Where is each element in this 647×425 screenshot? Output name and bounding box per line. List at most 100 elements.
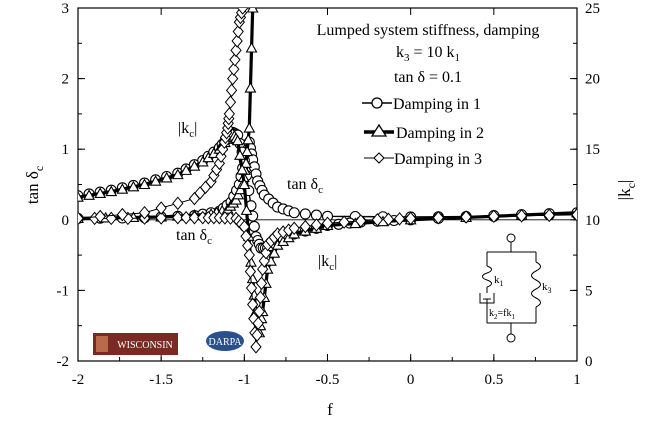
series-3-tan_delta-point [246, 297, 259, 312]
series-3-tan_delta-point [245, 281, 258, 295]
annotation-kc-upper: |kc| [178, 120, 197, 140]
legend-item-2: Damping in 2 [364, 123, 484, 142]
subtitle-tan: tan δ = 0.1 [394, 69, 462, 86]
spring-k1 [482, 265, 492, 288]
svg-text:tan δc: tan δc [23, 166, 46, 204]
svg-text:WISCONSIN: WISCONSIN [117, 340, 173, 351]
annotation-tan-lower: tan δc [176, 227, 212, 247]
series-3-tan_delta-point [571, 208, 577, 222]
series-3-tan_delta-point [543, 208, 555, 223]
series-3-tan_delta-point [310, 218, 323, 232]
series-3-kc-point [229, 52, 241, 67]
chart-title: Lumped system stiffness, damping [317, 22, 540, 39]
subtitle-k3: k3 = 10 k1 [396, 44, 460, 64]
series-3-kc-point [231, 34, 243, 48]
inset-top-node [506, 233, 516, 243]
series-3-tan_delta-point [252, 316, 264, 331]
darpa-logo: DARPA [206, 331, 244, 351]
series-3-tan_delta-point [371, 213, 384, 227]
series-3-tan_delta-point [393, 212, 406, 226]
series-3-tan_delta-point [382, 212, 395, 227]
series-3-tan_delta-point [253, 304, 265, 319]
series-2-kc-point [233, 149, 246, 160]
y-right-tick-label: 0 [585, 354, 593, 370]
legend-item-3: Damping in 3 [364, 151, 482, 168]
series-2-tan_delta-point [242, 133, 255, 145]
series-3-tan_delta-point [405, 211, 417, 226]
series-2-tan_delta-point [244, 81, 257, 93]
series-3-tan_delta-point [172, 210, 184, 225]
series-3-kc-line [78, 8, 244, 219]
series-3-tan_delta-point [488, 209, 500, 224]
series-3-tan_delta-point [243, 248, 255, 262]
y-left-tick-label: 2 [62, 72, 70, 88]
series-2-tan_delta-point [245, 41, 258, 53]
series-2-tan_delta-point [230, 193, 242, 205]
y-right-tick-label: 25 [585, 1, 600, 17]
inset-label-k1: k1 [494, 274, 504, 288]
annotation-tan-upper: tan δc [287, 176, 323, 196]
y-right-tick-label: 10 [585, 213, 600, 229]
wisconsin-logo: WISCONSIN [93, 333, 178, 355]
series-3-tan_delta-point [299, 219, 311, 234]
x-tick-label: -1 [238, 372, 251, 388]
svg-text:|kc|: |kc| [615, 180, 638, 201]
damper-k2 [479, 293, 495, 313]
series-3-kc-point [116, 207, 129, 222]
series-2-tan_delta-point [241, 145, 254, 157]
series-3-tan_delta-point [355, 214, 367, 228]
series-2-kc-point [188, 160, 201, 171]
x-tick-label: -2 [72, 372, 85, 388]
y-axis-left-label: tan δc [23, 166, 46, 204]
y-right-tick-label: 20 [585, 72, 600, 88]
series-2-kc-point [231, 134, 244, 146]
svg-text:DARPA: DARPA [209, 337, 243, 348]
legend-label-1: Damping in 1 [393, 96, 481, 113]
inset-label-k2: k2=fk1 [489, 308, 515, 321]
x-tick-label: -1.5 [149, 372, 173, 388]
series-3-kc-point [224, 95, 237, 109]
series-2-kc-point [240, 204, 253, 215]
series-2-kc-point [127, 180, 140, 192]
series-clip-group [78, 8, 577, 354]
series-3-kc-point [237, 8, 249, 15]
spring-k3 [531, 261, 541, 308]
series-3-tan_delta-point [188, 210, 201, 225]
series-3-kc-point [228, 62, 240, 76]
series-2-kc-point [268, 247, 281, 258]
series-2-kc-point [94, 187, 107, 198]
series-3-tan_delta-point [250, 340, 262, 354]
series-2-tan_delta-point [243, 121, 256, 133]
series-2-tan_delta-point [246, 8, 259, 13]
series-2-kc-point [238, 178, 251, 190]
x-axis-label: f [327, 400, 333, 419]
series-2-kc-point [160, 171, 173, 183]
series-2-tan_delta-point [234, 183, 247, 195]
y-left-tick-label: 3 [62, 1, 70, 17]
y-left-tick-label: -2 [57, 354, 70, 370]
series-2-kc-point [78, 191, 84, 202]
series-2-tan_delta-point [240, 157, 252, 168]
series-3-tan_delta-point [460, 210, 472, 224]
series-3-tan_delta-point [338, 215, 350, 229]
series-3-kc-point [155, 201, 167, 215]
series-3-tan_delta-point [155, 211, 167, 225]
series-2-kc-point [105, 185, 118, 197]
series-2-kc-point [180, 164, 193, 175]
x-tick-label: 0.5 [484, 372, 503, 388]
legend-label-3: Damping in 3 [394, 151, 482, 168]
series-3-kc-point [78, 211, 84, 226]
series-2-kc-point [149, 175, 162, 186]
series-3-kc-point [223, 107, 236, 121]
x-tick-label: 1 [573, 372, 581, 388]
annotation-kc-lower: |kc| [318, 253, 337, 273]
series-1-tan_delta-point [299, 208, 311, 220]
series-3-kc-point [94, 209, 106, 224]
series-3-tan_delta-point [105, 211, 117, 226]
inset-label-k3: k3 [542, 281, 552, 295]
series-2-kc-point [138, 178, 151, 190]
y-left-tick-label: 0 [62, 213, 70, 229]
series-3-tan_delta-point [244, 264, 257, 279]
